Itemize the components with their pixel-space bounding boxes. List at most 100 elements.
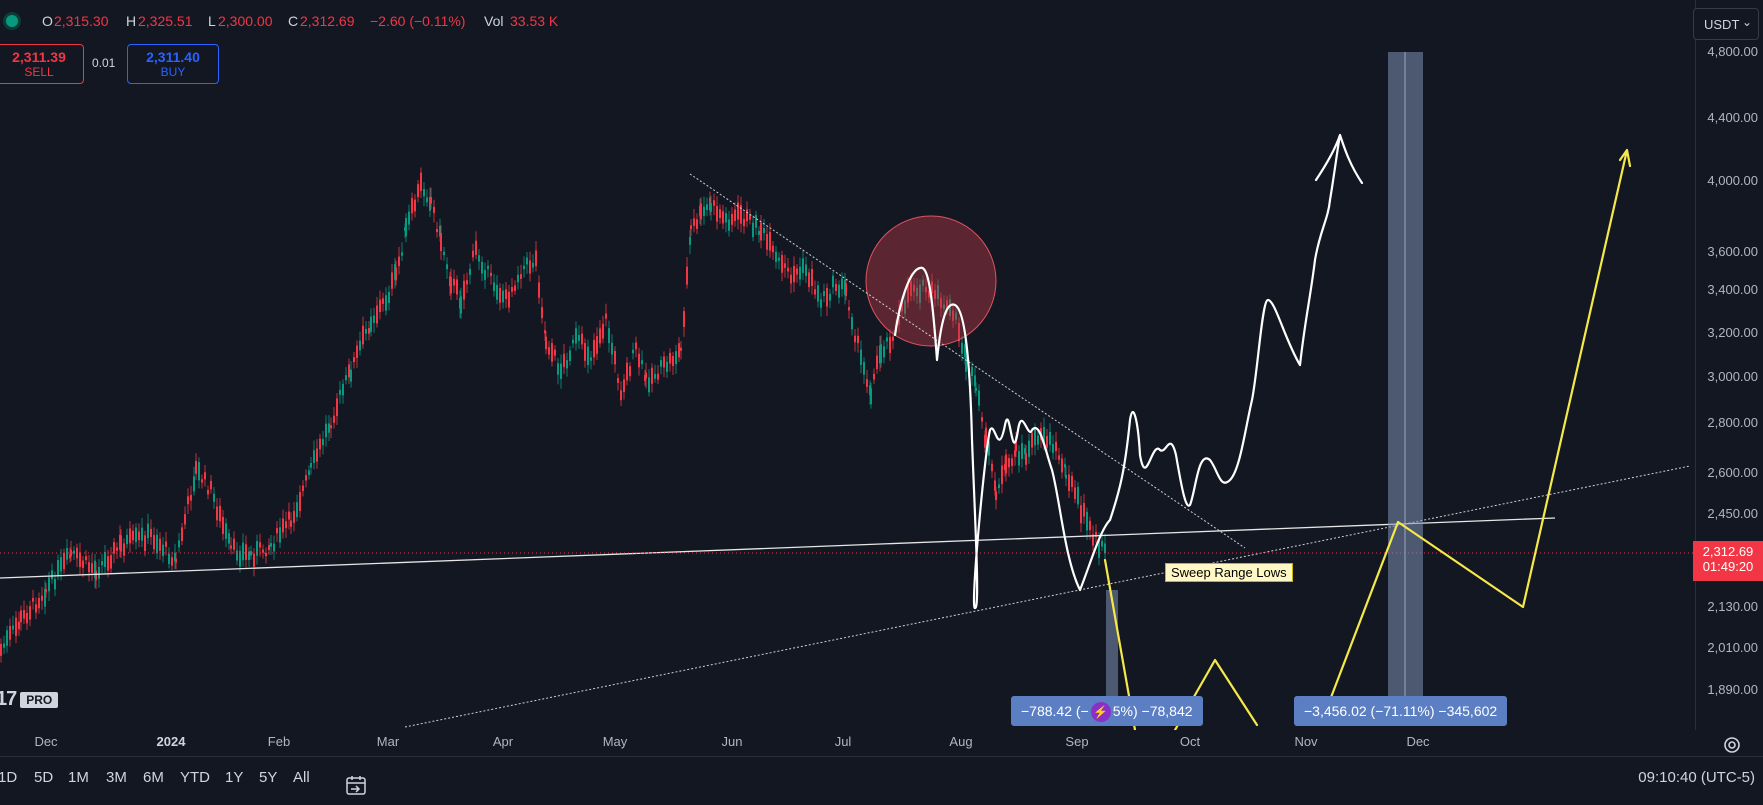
tradingview-logo[interactable]: 17 PRO: [0, 688, 59, 711]
ohlc-legend: O 2,315.30 H 2,325.51 L 2,300.00 C 2,312…: [0, 0, 600, 44]
range-button-5d[interactable]: 5D: [34, 769, 54, 786]
candle-body: [439, 225, 441, 237]
candle-body: [436, 228, 438, 233]
candle-body: [1011, 458, 1013, 466]
sell-button[interactable]: 2,311.39 SELL: [0, 44, 84, 84]
high-label: H: [126, 13, 137, 29]
candle-body: [799, 266, 801, 280]
candle-body: [538, 282, 540, 298]
time-axis[interactable]: Dec 2024 Feb Mar Apr May Jun Jul Aug Sep Oct Nov Dec: [0, 730, 1695, 756]
candle-body: [18, 621, 20, 630]
candle-body: [1068, 474, 1070, 491]
candle-body: [916, 287, 918, 297]
candle-body: [239, 550, 241, 567]
candle-body: [913, 284, 915, 292]
candle-body: [886, 337, 888, 342]
candle-body: [672, 355, 674, 366]
candle-body: [651, 367, 653, 384]
candle-body: [313, 450, 315, 463]
currency-select[interactable]: USDT ⌄: [1693, 8, 1759, 40]
candle-body: [892, 336, 894, 341]
sweep-range-lows-label[interactable]: Sweep Range Lows: [1165, 563, 1293, 582]
candle-body: [873, 373, 875, 380]
calendar-range-icon[interactable]: [344, 774, 368, 798]
candle-body: [678, 343, 680, 358]
candle-body: [245, 544, 247, 560]
price-chart[interactable]: [0, 0, 1695, 730]
range-button-5y[interactable]: 5Y: [259, 769, 278, 786]
measure-label-left[interactable]: −788.42 (− ⚡ 5%) −78,842: [1011, 696, 1203, 726]
candle-body: [293, 510, 295, 523]
time-tick: Sep: [1065, 734, 1089, 749]
range-button-6m[interactable]: 6M: [143, 769, 164, 786]
candle-body: [731, 213, 733, 225]
price-axis[interactable]: 4,800.00 4,400.00 4,000.00 3,600.00 3,400.00…: [1695, 0, 1763, 730]
candle-body: [608, 328, 610, 344]
candle-body: [796, 268, 798, 275]
price-tick: 3,600.00: [1707, 244, 1758, 259]
chart-area[interactable]: O 2,315.30 H 2,325.51 L 2,300.00 C 2,312…: [0, 0, 1695, 730]
candle-body: [602, 323, 604, 339]
buy-button[interactable]: 2,311.40 BUY: [127, 44, 219, 84]
candle-body: [60, 557, 62, 572]
candle-body: [207, 489, 209, 495]
candle-body: [994, 480, 996, 491]
candle-body: [382, 298, 384, 304]
candle-body: [460, 296, 462, 314]
last-price-value: 2,312.69: [1702, 544, 1754, 559]
candle-body: [499, 287, 501, 303]
candle-body: [755, 215, 757, 228]
candle-body: [359, 340, 361, 351]
candle-body: [1086, 511, 1088, 531]
candle-body: [362, 325, 364, 345]
range-button-1m[interactable]: 1M: [68, 769, 89, 786]
chevron-down-icon: ⌄: [1741, 15, 1752, 29]
clock[interactable]: 09:10:40 (UTC-5): [1638, 769, 1755, 786]
range-button-3m[interactable]: 3M: [106, 769, 127, 786]
candle-body: [1008, 458, 1010, 468]
candle-body: [256, 541, 258, 556]
candle-body: [120, 535, 122, 552]
candle-body: [1031, 432, 1033, 448]
candle-body: [198, 462, 200, 481]
candle-body: [880, 344, 882, 363]
candle-body: [48, 577, 50, 592]
settings-icon[interactable]: [1721, 734, 1743, 756]
candle-body: [1064, 464, 1066, 468]
candle-body: [138, 531, 140, 541]
candle-body: [1052, 444, 1054, 453]
candle-body: [184, 514, 186, 525]
candle-body: [680, 347, 682, 351]
candle-body: [1083, 502, 1085, 517]
status-dot: [6, 15, 18, 27]
candle-body: [414, 199, 416, 212]
highlight-circle: [865, 215, 997, 347]
candle-body: [946, 300, 948, 309]
candle-body: [213, 493, 215, 502]
candle-body: [385, 295, 387, 311]
candle-body: [683, 311, 685, 327]
candle-body: [88, 562, 90, 573]
currency-value: USDT: [1704, 17, 1740, 32]
measure-label-right[interactable]: −3,456.02 (−71.11%) −345,602: [1294, 696, 1508, 726]
candle-body: [73, 550, 75, 554]
candle-body: [611, 342, 613, 355]
candle-body: [605, 313, 607, 319]
candle-body: [107, 556, 109, 571]
candle-body: [857, 335, 859, 344]
candle-body: [305, 475, 307, 481]
range-button-1d[interactable]: 1D: [0, 769, 18, 786]
candle-body: [808, 272, 810, 288]
candle-body: [222, 517, 224, 534]
candle-body: [276, 528, 278, 534]
candle-body: [3, 643, 5, 648]
candle-body: [270, 543, 272, 547]
range-button-all[interactable]: All: [293, 769, 310, 786]
range-button-1y[interactable]: 1Y: [225, 769, 244, 786]
candle-body: [310, 463, 312, 468]
candle-body: [348, 364, 350, 378]
candle-body: [113, 542, 115, 554]
candle-body: [1024, 448, 1026, 455]
range-button-ytd[interactable]: YTD: [180, 769, 210, 786]
candle-body: [545, 336, 547, 350]
